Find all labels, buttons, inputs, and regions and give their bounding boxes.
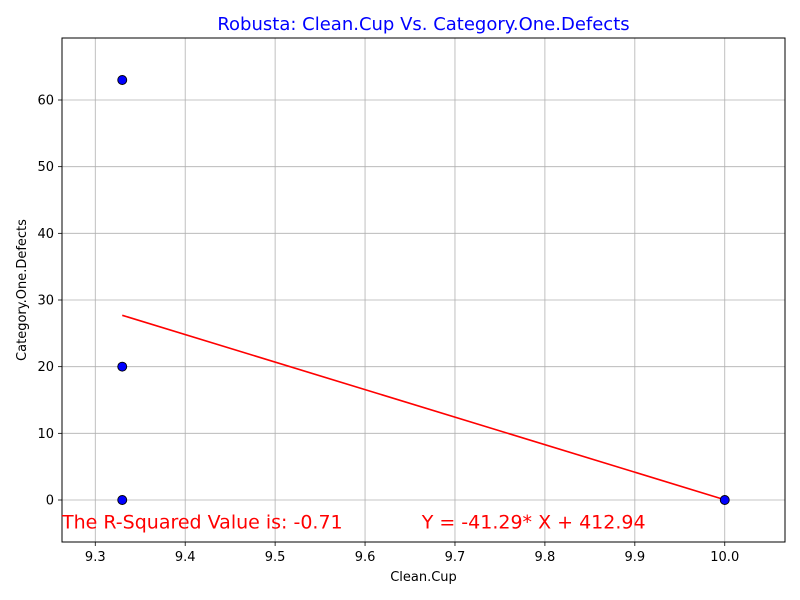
data-point bbox=[117, 75, 128, 85]
data-point bbox=[117, 361, 128, 372]
plot-area bbox=[62, 38, 785, 542]
x-tick-label: 9.9 bbox=[624, 550, 645, 565]
y-axis-label: Category.One.Defects bbox=[15, 219, 30, 361]
y-tick-label: 40 bbox=[37, 227, 54, 242]
x-ticks: 9.3 9.4 9.5 9.6 9.7 9.8 9.9 10.0 bbox=[85, 542, 739, 565]
chart-title: Robusta: Clean.Cup Vs. Category.One.Defe… bbox=[217, 14, 629, 35]
y-tick-label: 30 bbox=[37, 294, 54, 309]
r-squared-annotation: The R-Squared Value is: -0.71 bbox=[61, 512, 343, 534]
y-tick-label: 20 bbox=[37, 360, 54, 375]
plot-frame bbox=[61, 37, 786, 543]
y-tick-label: 0 bbox=[46, 494, 54, 509]
regression-line bbox=[122, 314, 725, 501]
data-point bbox=[719, 495, 730, 505]
equation-annotation: Y = -41.29* X + 412.94 bbox=[421, 512, 646, 534]
x-tick-label: 9.5 bbox=[265, 550, 286, 565]
y-tick-label: 10 bbox=[37, 427, 54, 442]
x-tick-label: 9.6 bbox=[355, 550, 376, 565]
x-tick-label: 9.4 bbox=[175, 550, 196, 565]
x-axis-label: Clean.Cup bbox=[390, 570, 457, 585]
x-tick-label: 10.0 bbox=[710, 550, 739, 565]
grid bbox=[62, 38, 785, 542]
y-ticks: 0 10 20 30 40 50 60 bbox=[37, 94, 62, 509]
y-tick-label: 50 bbox=[37, 160, 54, 175]
x-tick-label: 9.8 bbox=[535, 550, 556, 565]
data-points bbox=[117, 75, 730, 505]
y-tick-label: 60 bbox=[37, 94, 54, 109]
x-tick-label: 9.3 bbox=[85, 550, 106, 565]
x-tick-label: 9.7 bbox=[445, 550, 466, 565]
data-point bbox=[117, 495, 128, 505]
